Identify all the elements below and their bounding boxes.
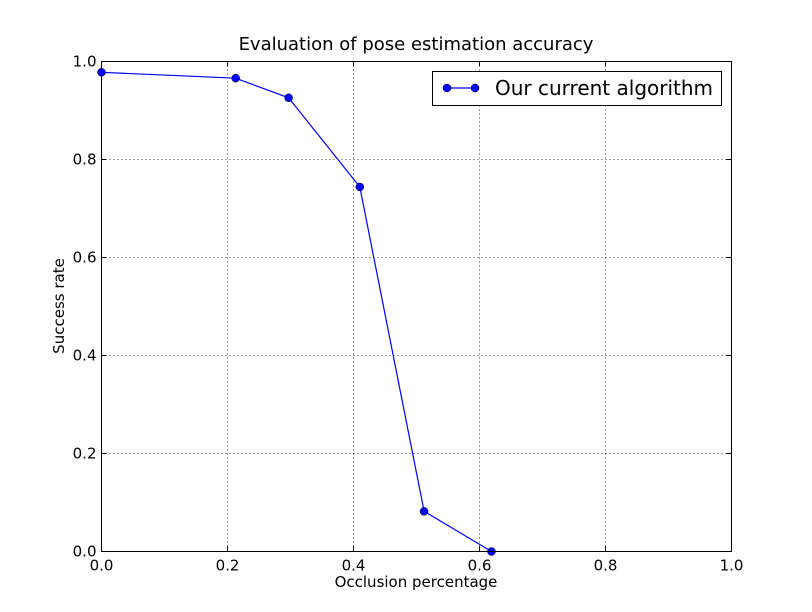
y-axis-title: Success rate: [50, 258, 68, 354]
chart-title: Evaluation of pose estimation accuracy: [239, 34, 594, 55]
x-tick-label: 0.8: [594, 557, 618, 575]
legend-marker: [442, 83, 452, 93]
y-tick-label: 1.0: [73, 53, 97, 71]
y-tick-label: 0.0: [73, 543, 97, 561]
plot-frame: [101, 61, 732, 552]
y-tick-label: 0.8: [73, 151, 97, 169]
legend-marker: [470, 83, 480, 93]
x-tick-label: 0.4: [342, 557, 366, 575]
legend: Our current algorithm: [432, 71, 722, 106]
data-point: [284, 93, 293, 103]
y-tick-label: 0.6: [73, 249, 97, 267]
x-tick-label: 1.0: [720, 557, 744, 575]
legend-label: Our current algorithm: [495, 76, 713, 100]
x-axis-title: Occlusion percentage: [335, 573, 498, 591]
x-tick-label: 0.2: [216, 557, 240, 575]
y-tick-label: 0.4: [73, 347, 97, 365]
series-layer: [97, 68, 496, 556]
legend-frame: [432, 71, 722, 106]
ticks: 0.0 0.2 0.4 0.6 0.8 1.0 0.0 0.2 0.4 0.6 0.8 1.0: [73, 53, 744, 575]
x-tick-label: 0.0: [90, 557, 114, 575]
x-tick-label: 0.6: [468, 557, 492, 575]
series-line: [101, 71, 492, 553]
data-point: [231, 73, 240, 83]
data-point: [419, 507, 429, 516]
y-tick-label: 0.2: [73, 445, 97, 463]
data-point: [355, 182, 365, 192]
